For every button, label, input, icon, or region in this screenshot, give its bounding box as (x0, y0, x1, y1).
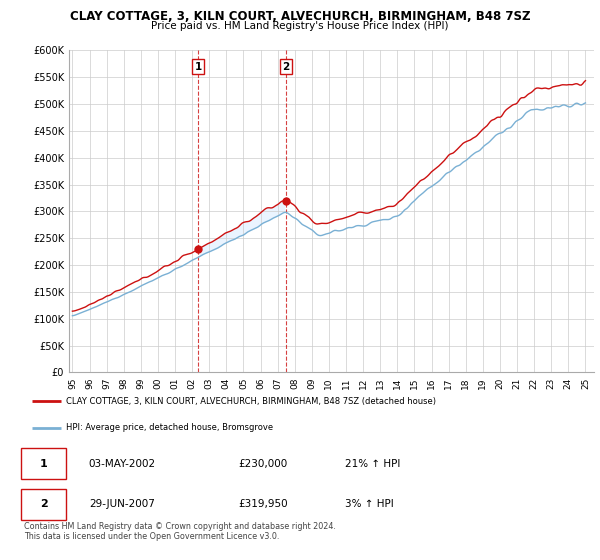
FancyBboxPatch shape (21, 447, 66, 479)
Text: 21% ↑ HPI: 21% ↑ HPI (346, 459, 401, 469)
Text: 2: 2 (40, 500, 47, 510)
Text: 3% ↑ HPI: 3% ↑ HPI (346, 500, 394, 510)
Text: 2: 2 (283, 62, 290, 72)
Text: Price paid vs. HM Land Registry's House Price Index (HPI): Price paid vs. HM Land Registry's House … (151, 21, 449, 31)
Text: HPI: Average price, detached house, Bromsgrove: HPI: Average price, detached house, Brom… (66, 423, 274, 432)
Text: CLAY COTTAGE, 3, KILN COURT, ALVECHURCH, BIRMINGHAM, B48 7SZ (detached house): CLAY COTTAGE, 3, KILN COURT, ALVECHURCH,… (66, 397, 436, 406)
Text: £319,950: £319,950 (238, 500, 288, 510)
FancyBboxPatch shape (21, 488, 66, 520)
Text: 03-MAY-2002: 03-MAY-2002 (89, 459, 156, 469)
Text: CLAY COTTAGE, 3, KILN COURT, ALVECHURCH, BIRMINGHAM, B48 7SZ: CLAY COTTAGE, 3, KILN COURT, ALVECHURCH,… (70, 10, 530, 23)
Text: Contains HM Land Registry data © Crown copyright and database right 2024.
This d: Contains HM Land Registry data © Crown c… (24, 522, 336, 542)
Text: 1: 1 (40, 459, 47, 469)
Text: 29-JUN-2007: 29-JUN-2007 (89, 500, 155, 510)
Text: 1: 1 (194, 62, 202, 72)
Text: £230,000: £230,000 (238, 459, 287, 469)
